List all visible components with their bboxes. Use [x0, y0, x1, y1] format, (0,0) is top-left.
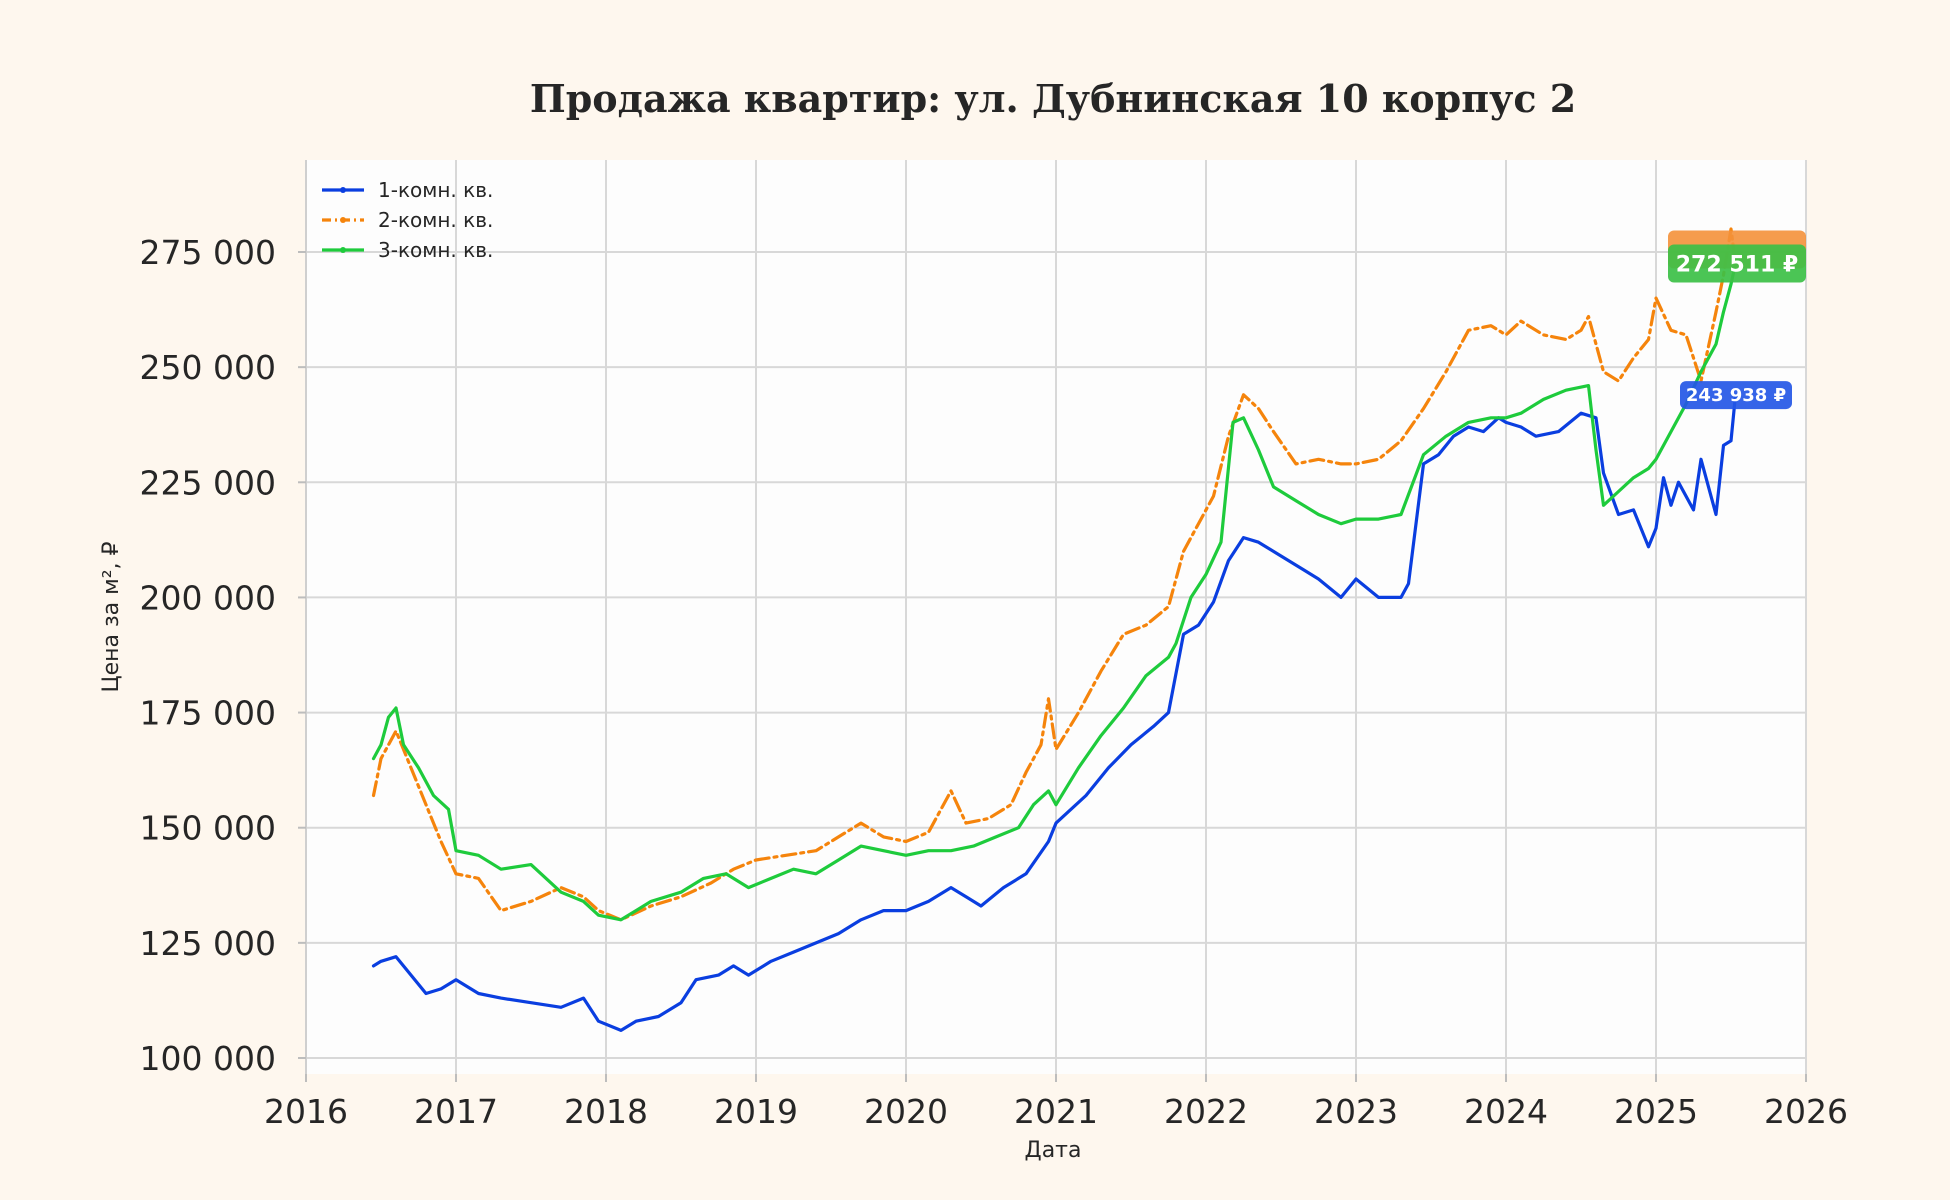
y-axis-label: Цена за м², ₽ — [99, 541, 124, 692]
legend-marker-2 — [340, 217, 346, 223]
y-tick-label: 100 000 — [140, 1039, 276, 1078]
x-tick-label: 2023 — [1314, 1092, 1398, 1131]
end-labels: 243 938 ₽ 272 511 ₽ — [1668, 230, 1806, 410]
x-tick-label: 2026 — [1764, 1092, 1848, 1131]
x-axis-label: Дата — [1025, 1138, 1082, 1163]
legend-marker-3 — [340, 247, 346, 253]
end-label-box-1 — [1680, 381, 1792, 410]
legend-label-3: 3-комн. кв. — [378, 238, 493, 262]
y-tick-label: 200 000 — [140, 578, 276, 617]
x-tick-label: 2018 — [564, 1092, 648, 1131]
chart-title: Продажа квартир: ул. Дубнинская 10 корпу… — [530, 76, 1576, 121]
x-tick-label: 2025 — [1614, 1092, 1698, 1131]
x-tick-label: 2020 — [864, 1092, 948, 1131]
y-tick-label: 275 000 — [140, 233, 276, 272]
y-tick-label: 125 000 — [140, 924, 276, 963]
legend-marker-1 — [340, 187, 346, 193]
series-line-3 — [371, 261, 1738, 922]
y-tick-label: 225 000 — [140, 463, 276, 502]
end-label-1: 243 938 ₽ — [1686, 385, 1786, 406]
series-line-2 — [371, 227, 1738, 922]
x-tick-label: 2024 — [1464, 1092, 1548, 1131]
x-tick-label: 2021 — [1014, 1092, 1098, 1131]
x-tick-label: 2017 — [414, 1092, 498, 1131]
y-tick-label: 175 000 — [140, 694, 276, 733]
axes: 100 000 125 000 150 000 175 000 200 000 225 0… — [140, 160, 1848, 1131]
legend-label-2: 2-комн. кв. — [378, 208, 493, 232]
series-lines — [371, 227, 1738, 1033]
legend-label-1: 1-комн. кв. — [378, 178, 493, 202]
x-tick-label: 2016 — [264, 1092, 348, 1131]
end-label-2: 272 511 ₽ — [1676, 252, 1798, 277]
series-line-1 — [371, 393, 1738, 1033]
x-tick-label: 2019 — [714, 1092, 798, 1131]
end-label-box-2 — [1668, 244, 1806, 283]
legend: 1-комн. кв. 2-комн. кв. 3-комн. кв. — [322, 178, 493, 262]
y-tick-label: 250 000 — [140, 348, 276, 387]
y-tick-label: 150 000 — [140, 809, 276, 848]
x-tick-label: 2022 — [1164, 1092, 1248, 1131]
